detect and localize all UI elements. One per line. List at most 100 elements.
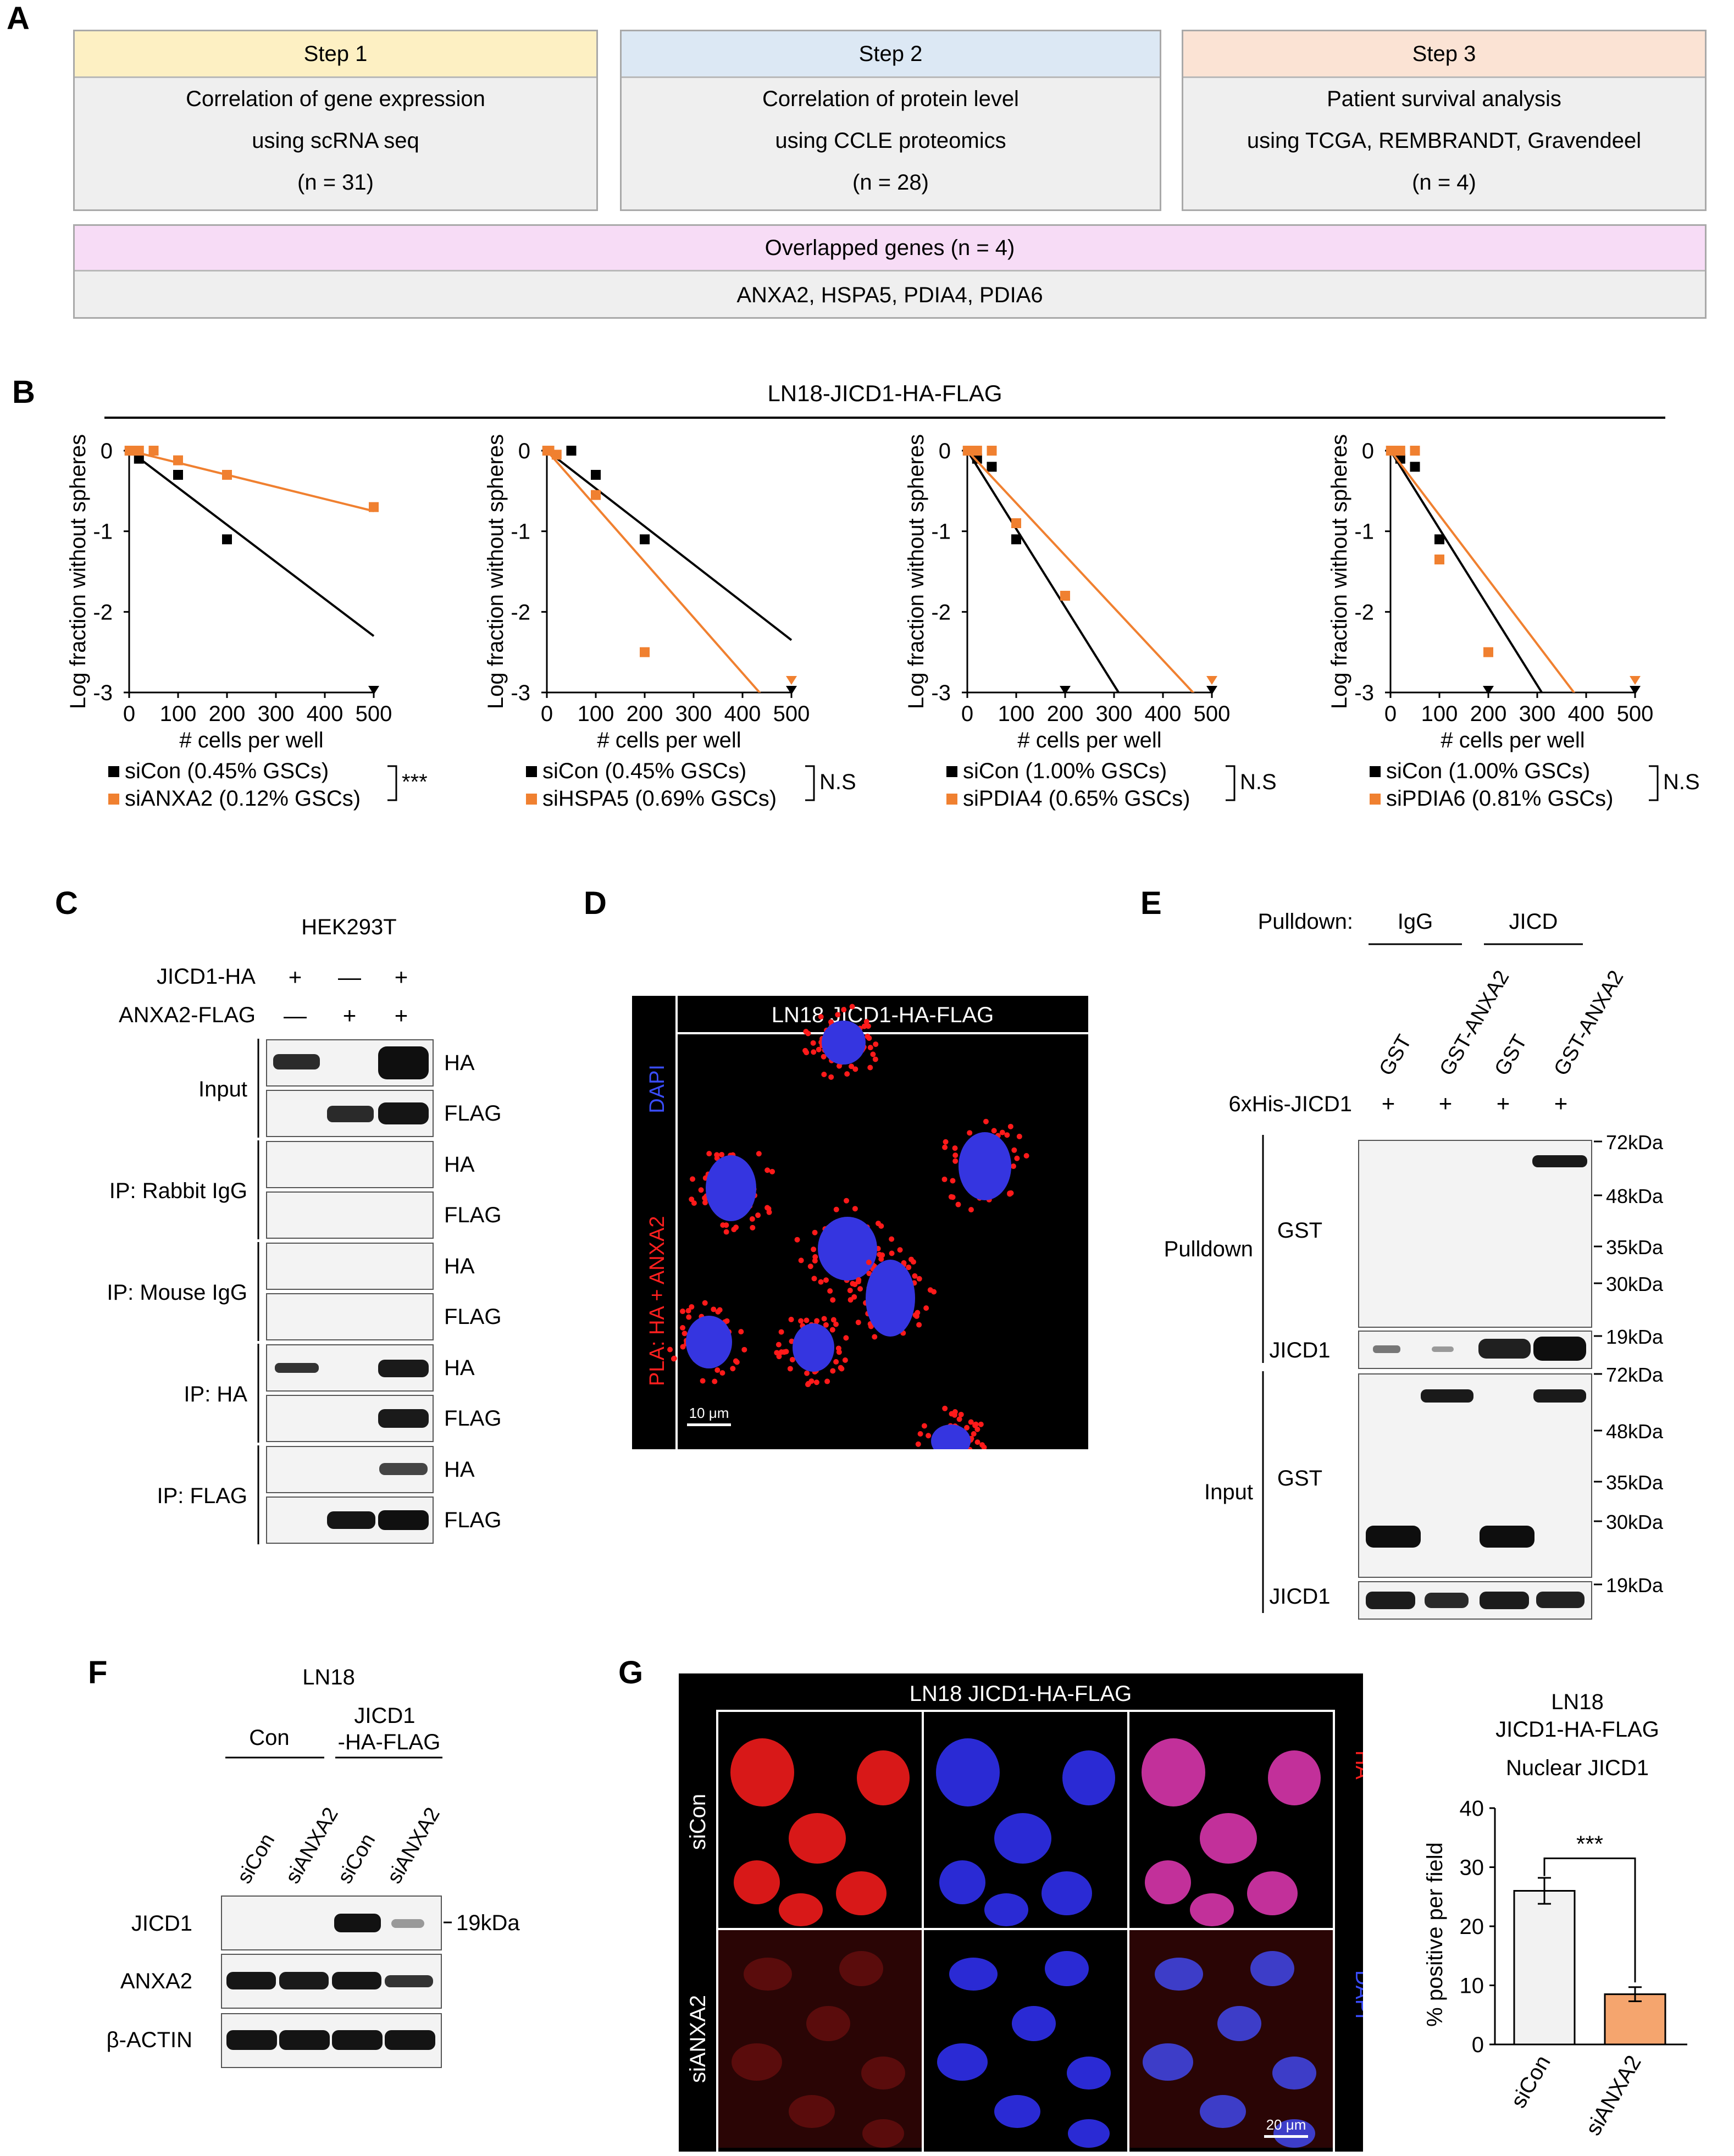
lda-chart-1: 0 -1 -2 -3 0 100 200 300 400 500 # cells per well L… bbox=[66, 434, 428, 811]
pla-dot bbox=[857, 1286, 863, 1292]
nucleus bbox=[984, 1893, 1028, 1926]
pla-dot bbox=[811, 1246, 817, 1252]
pla-dot bbox=[1007, 1190, 1013, 1196]
blot-label-ha: HA bbox=[444, 1356, 475, 1380]
blot-label-jicd1: JICD1 bbox=[1269, 1584, 1330, 1609]
nucleus bbox=[959, 1132, 1011, 1200]
pla-dot bbox=[926, 1433, 932, 1439]
panel-b-title-rule bbox=[104, 417, 1665, 419]
significance-label: *** bbox=[1576, 1831, 1603, 1856]
nucleus bbox=[1217, 2006, 1261, 2041]
bar-title-3: Nuclear JICD1 bbox=[1506, 1756, 1649, 1780]
blot-input-ha bbox=[266, 1039, 434, 1087]
pla-dot bbox=[700, 1378, 706, 1384]
blot-input-flag bbox=[266, 1090, 434, 1137]
pla-dot bbox=[802, 1047, 808, 1054]
divider bbox=[716, 1710, 1335, 1712]
significance-label: *** bbox=[402, 770, 428, 794]
pla-dot bbox=[714, 1152, 720, 1158]
pla-dot bbox=[956, 1416, 962, 1422]
legend-swatch bbox=[946, 794, 957, 805]
legend-label: siPDIA4 (0.65% GSCs) bbox=[963, 786, 1190, 811]
data-point bbox=[1011, 518, 1021, 528]
data-point bbox=[1060, 591, 1070, 601]
pla-dot bbox=[805, 1382, 811, 1388]
group-label-rabbit-igg: IP: Rabbit IgG bbox=[109, 1179, 247, 1203]
y-tick-label: -1 bbox=[1354, 520, 1374, 544]
pla-dot bbox=[867, 1065, 873, 1071]
pla-dot bbox=[680, 1324, 686, 1331]
pla-dot bbox=[812, 1258, 818, 1264]
pla-dot bbox=[855, 1279, 861, 1285]
blot-label-ha: HA bbox=[444, 1254, 475, 1278]
his-mark: + bbox=[1554, 1090, 1568, 1116]
pla-dot bbox=[788, 1316, 794, 1322]
y-tick-label: -3 bbox=[931, 681, 951, 705]
nucleus bbox=[818, 1217, 877, 1281]
pla-dot bbox=[823, 1277, 829, 1283]
pla-dot bbox=[755, 1212, 761, 1218]
nucleus bbox=[861, 2057, 905, 2090]
blot-label-jicd1: JICD1 bbox=[131, 1911, 192, 1936]
pla-dot bbox=[863, 1019, 869, 1025]
panel-c-mark: + bbox=[289, 964, 302, 990]
data-point bbox=[566, 446, 577, 456]
pla-dot bbox=[979, 1442, 985, 1448]
pla-dot bbox=[811, 1276, 817, 1282]
divider bbox=[922, 1711, 924, 2152]
step2-line1: Correlation of protein level bbox=[762, 87, 1019, 111]
x-tick-label: 100 bbox=[578, 702, 614, 726]
legend-label: siCon (1.00% GSCs) bbox=[963, 759, 1167, 783]
fit-line bbox=[129, 450, 374, 512]
data-point bbox=[1434, 555, 1444, 564]
fit-line bbox=[1390, 450, 1576, 692]
nucleus bbox=[822, 1021, 866, 1065]
panel-label-f: F bbox=[88, 1655, 108, 1691]
nucleus bbox=[1041, 1871, 1092, 1915]
pla-dot bbox=[971, 1431, 977, 1437]
data-point bbox=[1410, 446, 1420, 456]
capped-point bbox=[786, 686, 797, 695]
nucleus bbox=[806, 2006, 850, 2041]
pla-dot bbox=[866, 1271, 872, 1277]
nucleus bbox=[1062, 1750, 1115, 1805]
panel-label-e: E bbox=[1140, 885, 1162, 921]
pla-dot bbox=[698, 1187, 704, 1193]
marker-label: 19kDa bbox=[456, 1911, 520, 1935]
x-axis-label: # cells per well bbox=[597, 728, 741, 752]
nucleus bbox=[1143, 2043, 1193, 2081]
y-tick-label: -2 bbox=[93, 600, 113, 624]
nucleus bbox=[779, 1893, 823, 1926]
capped-point bbox=[1630, 676, 1641, 685]
y-tick-label: 0 bbox=[518, 439, 530, 463]
nucleus bbox=[789, 1813, 846, 1864]
panel-c-cell-line: HEK293T bbox=[301, 915, 396, 939]
blot-label-actin: β-ACTIN bbox=[107, 2028, 192, 2052]
overlap-box: Overlapped genes (n = 4) ANXA2, HSPA5, P… bbox=[73, 224, 1707, 319]
x-tick-label: 500 bbox=[356, 702, 392, 726]
x-axis-label: # cells per well bbox=[1441, 728, 1585, 752]
pla-dot bbox=[847, 1288, 853, 1294]
data-point bbox=[1011, 534, 1021, 545]
pla-dot bbox=[816, 1046, 822, 1052]
y-axis-label: Log fraction without spheres bbox=[484, 434, 508, 709]
panel-e-pulldown: Pulldown: IgG JICD GST GST-ANXA2 GST GST… bbox=[1164, 910, 1664, 1620]
pla-dot bbox=[766, 1209, 772, 1215]
step2-title: Step 2 bbox=[622, 31, 1160, 78]
panel-f-group-con: Con bbox=[249, 1726, 289, 1750]
pla-dot bbox=[811, 1049, 817, 1055]
lane-label: GST bbox=[1375, 1031, 1416, 1080]
nucleus bbox=[1200, 1813, 1257, 1864]
nucleus bbox=[1272, 2057, 1316, 2090]
pla-dot bbox=[807, 1263, 813, 1270]
pla-dot bbox=[955, 1201, 961, 1207]
lane-label: siCon bbox=[232, 1830, 279, 1887]
pla-dot bbox=[828, 1074, 834, 1080]
data-point bbox=[640, 647, 650, 657]
pla-dot bbox=[686, 1314, 692, 1320]
pla-dot bbox=[855, 1320, 861, 1326]
pla-dot bbox=[964, 1425, 970, 1431]
section-input: Input bbox=[1204, 1480, 1253, 1504]
blot-label-flag: FLAG bbox=[444, 1203, 501, 1227]
nucleus bbox=[1273, 2119, 1315, 2148]
